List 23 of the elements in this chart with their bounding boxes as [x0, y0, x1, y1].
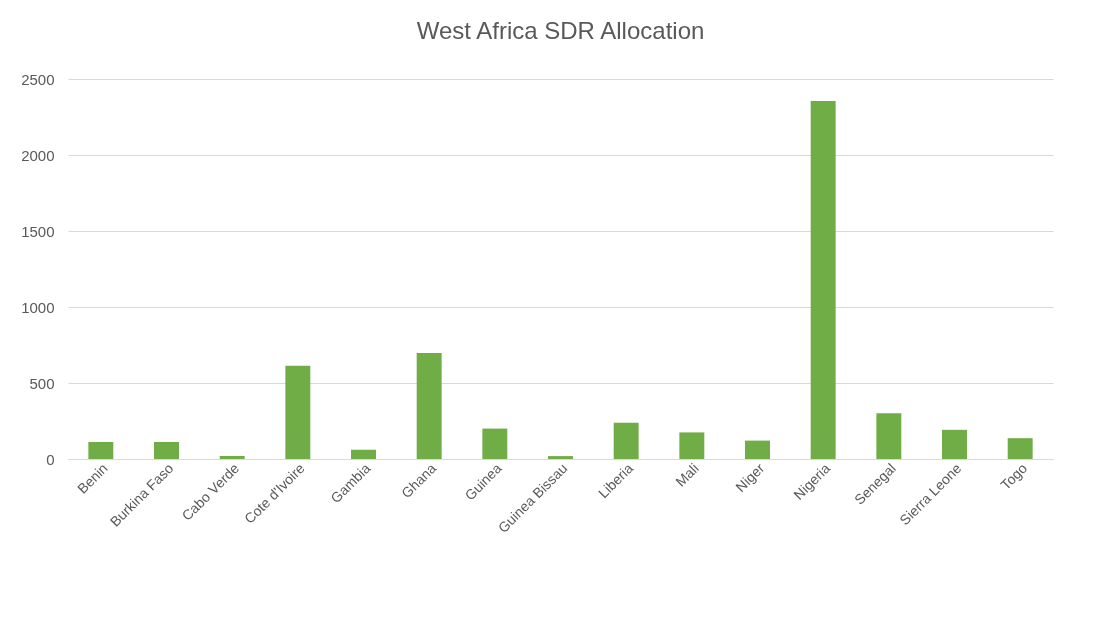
bar [351, 449, 376, 459]
x-tick-label: Togo [997, 459, 1031, 493]
y-tick-label: 1500 [21, 222, 55, 240]
y-tick-label: 2000 [21, 146, 55, 164]
bar [810, 101, 836, 459]
bar [548, 456, 573, 459]
bar [154, 441, 179, 459]
bar [876, 413, 902, 459]
y-tick-label: 2500 [21, 70, 55, 88]
chart-title: West Africa SDR Allocation [416, 17, 705, 44]
y-tick-label: 0 [46, 450, 55, 468]
bar [942, 429, 967, 459]
y-tick-label: 1000 [21, 298, 55, 316]
bar [416, 353, 442, 459]
bar [613, 422, 639, 459]
y-tick-label: 500 [29, 374, 55, 392]
bar [1007, 438, 1033, 459]
bar [679, 432, 705, 459]
bar [745, 440, 770, 459]
bar [285, 365, 311, 459]
bar [482, 428, 508, 459]
bar [219, 455, 245, 459]
bar [88, 441, 114, 459]
